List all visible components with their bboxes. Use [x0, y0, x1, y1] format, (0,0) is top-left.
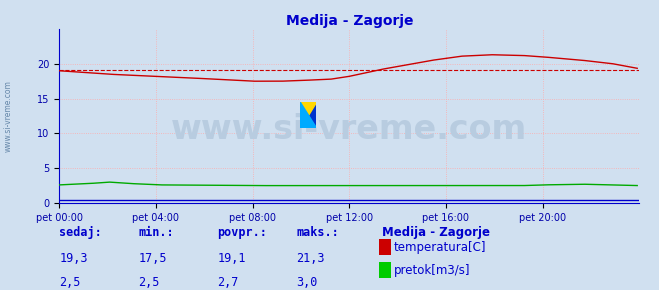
- Text: 19,3: 19,3: [59, 252, 88, 265]
- Text: 2,7: 2,7: [217, 276, 239, 289]
- Text: 17,5: 17,5: [138, 252, 167, 265]
- Text: maks.:: maks.:: [297, 226, 339, 239]
- Text: www.si-vreme.com: www.si-vreme.com: [3, 80, 13, 152]
- Text: 2,5: 2,5: [138, 276, 159, 289]
- Text: Medija - Zagorje: Medija - Zagorje: [382, 226, 490, 239]
- Text: povpr.:: povpr.:: [217, 226, 268, 239]
- Polygon shape: [300, 102, 316, 128]
- Bar: [308, 102, 316, 128]
- Polygon shape: [300, 102, 316, 128]
- Text: pretok[m3/s]: pretok[m3/s]: [394, 264, 471, 277]
- Title: Medija - Zagorje: Medija - Zagorje: [285, 14, 413, 28]
- Text: min.:: min.:: [138, 226, 174, 239]
- Text: 3,0: 3,0: [297, 276, 318, 289]
- Polygon shape: [300, 102, 316, 128]
- Text: 21,3: 21,3: [297, 252, 325, 265]
- Text: 19,1: 19,1: [217, 252, 246, 265]
- Text: www.si-vreme.com: www.si-vreme.com: [171, 113, 527, 146]
- Text: sedaj:: sedaj:: [59, 226, 102, 239]
- Text: 2,5: 2,5: [59, 276, 80, 289]
- Bar: [300, 102, 308, 128]
- Text: temperatura[C]: temperatura[C]: [394, 241, 486, 254]
